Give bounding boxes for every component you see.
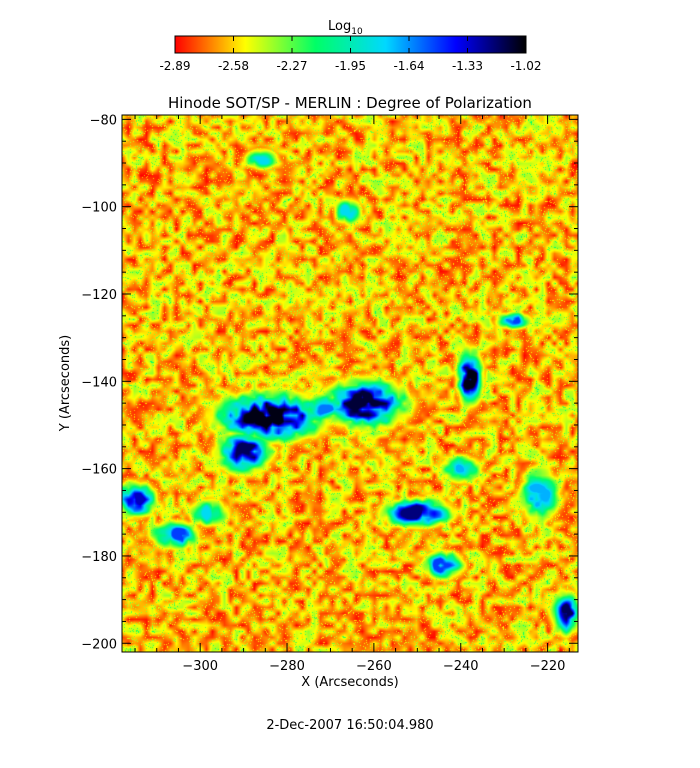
- y-tick-label: −180: [81, 550, 117, 565]
- colorbar-tick-label: -2.27: [276, 59, 307, 73]
- y-tick-label: −200: [81, 637, 117, 652]
- heatmap-area: [122, 115, 578, 652]
- colorbar-label: Log10: [328, 19, 363, 37]
- colorbar-ticks: -2.89 -2.58 -2.27 -1.95 -1.64 -1.33 -1.02: [159, 36, 542, 73]
- y-tick-label: −120: [81, 288, 117, 303]
- colorbar-tick-label: -2.58: [218, 59, 249, 73]
- y-tick-label: −140: [81, 375, 117, 390]
- y-axis-title: Y (Arcseconds): [58, 335, 73, 432]
- colorbar: Log10 -2.89 -2.58 -2.27 -1.95 -1.64 -1.33 -1.0…: [159, 19, 541, 73]
- colorbar-tick-label: -1.95: [335, 59, 366, 73]
- x-axis-title: X (Arcseconds): [301, 675, 398, 690]
- x-tick-label: −220: [530, 659, 566, 674]
- x-tick-label: −260: [356, 659, 392, 674]
- colorbar-tick-label: -2.89: [159, 59, 190, 73]
- plot-frame: [121, 114, 579, 653]
- heatmap-image: [122, 115, 578, 652]
- y-axis: −80 −100 −120 −140 −160 −180 −200: [81, 113, 578, 652]
- y-tick-label: −160: [81, 463, 117, 478]
- y-tick-label: −80: [90, 113, 117, 128]
- colorbar-tick-label: -1.33: [452, 59, 483, 73]
- x-axis: −300 −280 −260 −240 −220: [134, 115, 570, 674]
- x-tick-label: −240: [443, 659, 479, 674]
- x-tick-label: −280: [269, 659, 305, 674]
- y-tick-label: −100: [81, 201, 117, 216]
- x-tick-label: −300: [182, 659, 218, 674]
- colorbar-tick-label: -1.64: [393, 59, 424, 73]
- timestamp: 2-Dec-2007 16:50:04.980: [266, 718, 433, 733]
- chart-title: Hinode SOT/SP - MERLIN : Degree of Polar…: [168, 94, 532, 112]
- colorbar-tick-label: -1.02: [510, 59, 541, 73]
